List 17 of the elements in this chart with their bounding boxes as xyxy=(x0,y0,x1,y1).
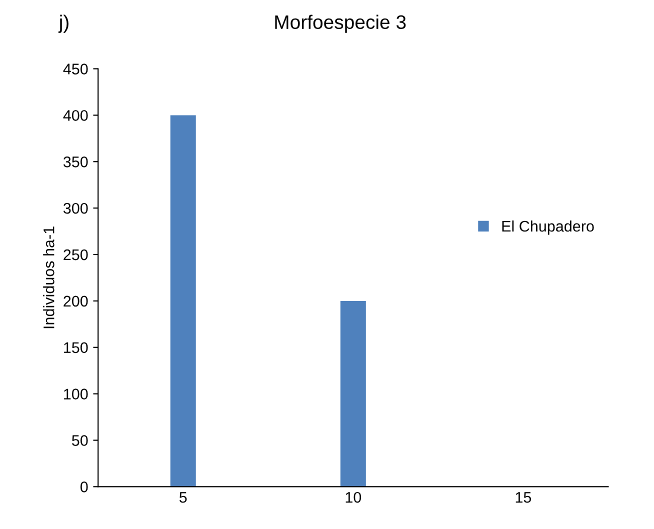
y-tick-label: 250 xyxy=(64,249,88,260)
x-tick-label: 10 xyxy=(346,492,362,503)
chart-title: Morfoespecie 3 xyxy=(275,14,406,33)
text: j) xyxy=(58,14,68,33)
y-tick-label: 400 xyxy=(63,110,88,121)
y-tick-label: 100 xyxy=(64,388,88,400)
y-tick-label: 200 xyxy=(64,296,88,307)
x-tick-label: 15 xyxy=(516,492,532,503)
y-tick-label: 0 xyxy=(80,482,88,492)
y-tick-label: 50 xyxy=(72,435,88,446)
y-tick-label: 300 xyxy=(63,202,88,214)
y-axis-title: Individuos ha-1 xyxy=(43,226,54,328)
y-tick-label: 350 xyxy=(63,156,88,168)
y-tick-label: 450 xyxy=(63,64,88,74)
legend-label: El Chupadero xyxy=(502,220,594,235)
y-tick-label: 150 xyxy=(64,342,88,354)
x-tick-label: 5 xyxy=(179,492,187,503)
